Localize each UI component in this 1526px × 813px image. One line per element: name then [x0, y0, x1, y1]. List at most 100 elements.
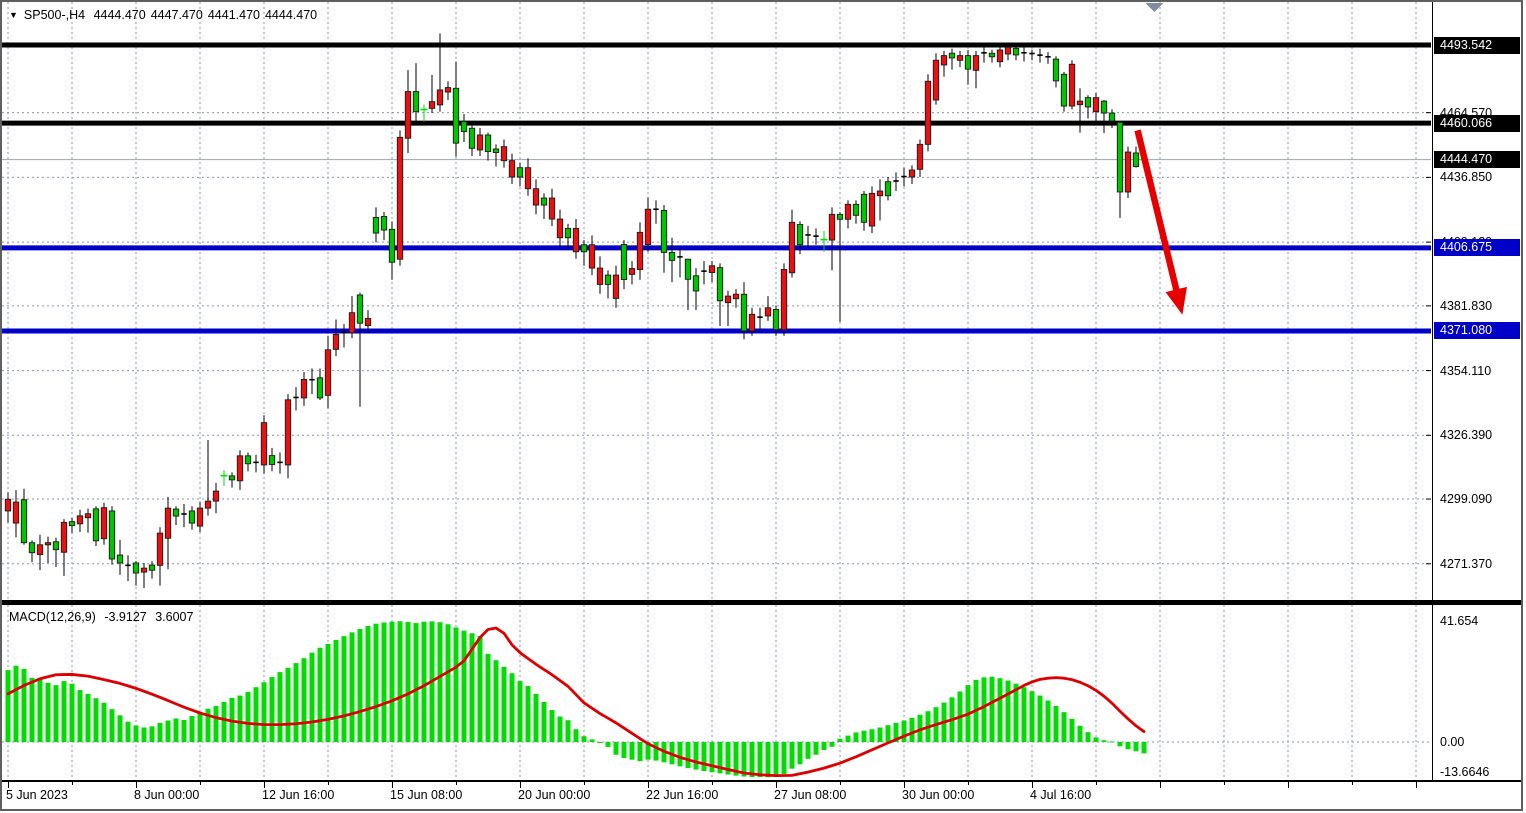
candlestick[interactable]	[332, 319, 340, 357]
candlestick[interactable]	[868, 186, 876, 234]
candlestick[interactable]	[4, 492, 12, 523]
candlestick[interactable]	[764, 296, 772, 321]
candlestick[interactable]	[757, 307, 763, 332]
candlestick[interactable]	[924, 74, 932, 152]
candlestick[interactable]	[260, 415, 268, 474]
candlestick[interactable]	[884, 177, 892, 201]
candlestick[interactable]	[516, 163, 524, 187]
candlestick[interactable]	[1132, 146, 1140, 168]
candlestick[interactable]	[484, 132, 492, 161]
candlestick[interactable]	[348, 296, 356, 339]
candlestick[interactable]	[44, 536, 52, 564]
candlestick[interactable]	[653, 200, 659, 224]
candlestick[interactable]	[844, 200, 852, 229]
candlestick[interactable]	[820, 230, 828, 252]
candlestick[interactable]	[412, 63, 420, 121]
candlestick[interactable]	[253, 454, 259, 473]
candlestick[interactable]	[677, 247, 683, 278]
candlestick[interactable]	[1116, 120, 1124, 218]
candlestick[interactable]	[780, 263, 788, 336]
candlestick[interactable]	[1004, 43, 1012, 61]
candlestick[interactable]	[236, 450, 244, 490]
candlestick[interactable]	[852, 200, 860, 224]
candlestick[interactable]	[92, 506, 100, 546]
candlestick[interactable]	[628, 261, 636, 285]
candlestick[interactable]	[908, 165, 916, 185]
candlestick[interactable]	[20, 488, 28, 545]
candlestick[interactable]	[1100, 99, 1108, 134]
candlestick[interactable]	[612, 265, 620, 308]
candlestick[interactable]	[324, 335, 332, 409]
candlestick[interactable]	[76, 509, 84, 532]
candlestick[interactable]	[1068, 60, 1076, 110]
candlestick[interactable]	[668, 237, 676, 283]
candlestick[interactable]	[244, 452, 252, 472]
candlestick[interactable]	[836, 212, 844, 322]
candlestick[interactable]	[28, 540, 36, 563]
candlestick[interactable]	[356, 292, 364, 407]
candlestick[interactable]	[156, 527, 164, 586]
candlestick[interactable]	[1012, 45, 1020, 61]
candlestick[interactable]	[1052, 56, 1060, 88]
candlestick[interactable]	[1045, 52, 1051, 64]
candlestick[interactable]	[52, 537, 60, 567]
candlestick[interactable]	[748, 307, 756, 336]
symbol-dropdown-icon[interactable]: ▼	[9, 10, 18, 20]
candlestick[interactable]	[476, 127, 484, 157]
candlestick[interactable]	[548, 188, 556, 227]
candlestick[interactable]	[284, 394, 292, 479]
macd-indicator-pane[interactable]	[2, 605, 1432, 780]
candlestick[interactable]	[1029, 49, 1035, 61]
candlestick[interactable]	[341, 324, 347, 348]
candlestick[interactable]	[444, 81, 452, 100]
candlestick[interactable]	[164, 496, 172, 570]
sell-signal-arrow[interactable]	[1134, 129, 1187, 315]
candlestick[interactable]	[996, 46, 1004, 68]
candlestick[interactable]	[452, 61, 460, 157]
candlestick[interactable]	[12, 490, 20, 538]
candlestick[interactable]	[132, 561, 140, 586]
candlestick[interactable]	[1084, 95, 1092, 119]
candlestick[interactable]	[372, 207, 380, 243]
candlestick[interactable]	[660, 205, 668, 273]
candlestick[interactable]	[181, 503, 187, 528]
candlestick[interactable]	[813, 228, 819, 245]
candlestick[interactable]	[684, 258, 692, 311]
candlestick[interactable]	[948, 48, 956, 70]
candlestick[interactable]	[708, 261, 716, 283]
candlestick[interactable]	[604, 270, 612, 299]
candlestick[interactable]	[564, 223, 572, 250]
candlestick[interactable]	[636, 222, 644, 280]
candlestick[interactable]	[988, 49, 996, 63]
candlestick[interactable]	[893, 172, 899, 192]
candlestick[interactable]	[388, 221, 396, 280]
candlestick[interactable]	[580, 240, 588, 266]
candlestick[interactable]	[1108, 109, 1116, 128]
candlestick[interactable]	[212, 482, 220, 514]
candlestick[interactable]	[1060, 71, 1068, 112]
candlestick[interactable]	[644, 197, 652, 252]
candlestick[interactable]	[788, 209, 796, 278]
candlestick[interactable]	[940, 50, 948, 77]
candlestick[interactable]	[932, 53, 940, 105]
candlestick[interactable]	[277, 452, 283, 474]
candlestick[interactable]	[532, 179, 540, 215]
candlestick[interactable]	[116, 539, 124, 575]
candlestick[interactable]	[805, 226, 811, 248]
candlestick[interactable]	[828, 207, 836, 271]
time-axis[interactable]: 5 Jun 2023 8 Jun 00:00 12 Jun 16:00 15 Jun …	[2, 782, 1521, 808]
candlestick[interactable]	[396, 130, 404, 266]
candlestick[interactable]	[572, 219, 580, 259]
candlestick[interactable]	[876, 179, 884, 221]
candlestick[interactable]	[84, 508, 92, 533]
candlestick[interactable]	[172, 506, 180, 525]
chart-shift-marker[interactable]	[1145, 3, 1164, 12]
candlestick[interactable]	[309, 368, 315, 395]
candlestick[interactable]	[860, 191, 868, 231]
candlestick[interactable]	[981, 47, 987, 63]
candlestick[interactable]	[701, 261, 707, 285]
candlestick[interactable]	[692, 268, 700, 311]
candlestick[interactable]	[1092, 92, 1100, 124]
candlestick[interactable]	[540, 193, 548, 220]
candlestick[interactable]	[556, 209, 564, 248]
